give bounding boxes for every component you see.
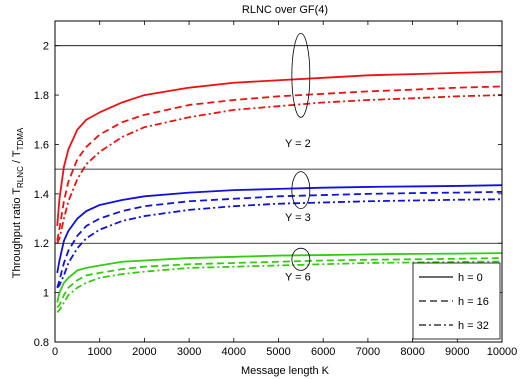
x-tick-label: 2000 (132, 346, 156, 358)
y-tick-label: 0.8 (34, 337, 49, 349)
series-line (56, 70, 503, 227)
reference-lines (55, 45, 502, 244)
y-axis-label-main: Throughput ratio T (11, 188, 23, 279)
annotation-ellipse (291, 247, 311, 271)
legend: h = 0 h = 16 h = 32 (412, 262, 501, 340)
series-line (56, 198, 503, 289)
plot-lines (56, 70, 503, 313)
x-axis-label: Message length K (241, 365, 330, 377)
x-tick-label: 1000 (87, 346, 111, 358)
annotation-label: Y = 3 (285, 212, 311, 224)
annotations: Y = 2 Y = 3 Y = 6 (285, 32, 311, 283)
series-line (56, 260, 503, 313)
y-axis-label-sub1: RLNC (16, 166, 25, 188)
y-tick-label: 1.8 (34, 90, 49, 102)
legend-box (412, 262, 501, 340)
y-tick-label: 1.2 (34, 238, 49, 250)
legend-label: h = 0 (458, 272, 483, 284)
legend-label: h = 16 (458, 296, 489, 308)
x-tick-label: 5000 (266, 346, 290, 358)
annotation-label: Y = 6 (285, 271, 311, 283)
series-line (56, 252, 503, 303)
chart-title: RLNC over GF(4) (242, 4, 328, 16)
y-axis-label: Throughput ratio TRLNC / TTDMA (11, 127, 25, 278)
annotation-label: Y = 2 (285, 138, 311, 150)
x-tick-label: 6000 (311, 346, 335, 358)
y-axis-label-sub2: TDMA (16, 127, 25, 150)
series-line (56, 190, 503, 288)
series-line (56, 85, 503, 241)
x-tick-label: 3000 (177, 346, 201, 358)
x-tick-label: 0 (52, 346, 58, 358)
series-line (56, 94, 503, 244)
legend-label: h = 32 (458, 320, 489, 332)
x-tick-label: 8000 (400, 346, 424, 358)
x-tick-label: 9000 (445, 346, 469, 358)
y-axis-ticks: 0.8 1 1.2 1.4 1.6 1.8 2 (34, 41, 502, 349)
y-axis-label-mid: / T (11, 150, 23, 166)
y-tick-label: 2 (43, 41, 49, 53)
y-tick-label: 1.6 (34, 139, 49, 151)
annotation-ellipse (291, 171, 311, 210)
y-tick-label: 1 (43, 288, 49, 300)
series-line (56, 257, 503, 309)
x-tick-label: 7000 (356, 346, 380, 358)
x-axis-ticks: 0 1000 2000 3000 4000 5000 6000 7000 8000 9000 100… (52, 21, 517, 358)
y-tick-label: 1.4 (34, 189, 49, 201)
annotation-ellipse (291, 32, 311, 118)
x-tick-label: 10000 (487, 346, 518, 358)
x-tick-label: 4000 (222, 346, 246, 358)
series-line (56, 184, 503, 274)
